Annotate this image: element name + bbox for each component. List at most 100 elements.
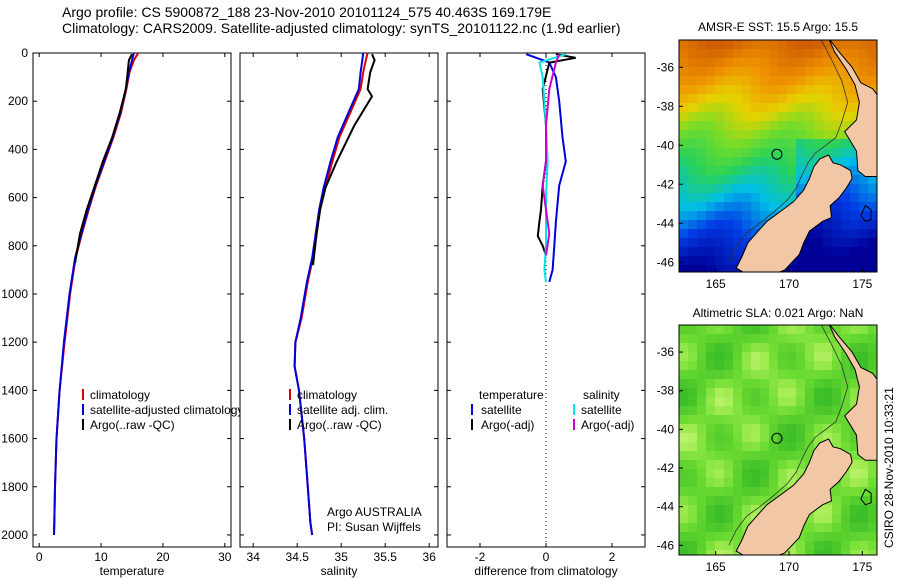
sst-cell — [859, 175, 868, 184]
sla-cell — [823, 397, 832, 406]
sla-cell — [796, 370, 805, 379]
sst-cell — [796, 49, 805, 58]
sla-cell — [760, 379, 769, 388]
sla-cell — [733, 343, 742, 352]
sst-cell — [832, 202, 841, 211]
sla-cell — [805, 406, 814, 415]
sst-cell — [733, 40, 742, 49]
sla-cell — [742, 334, 751, 343]
sla-cell — [769, 379, 778, 388]
sst-cell — [715, 184, 724, 193]
sla-cell — [778, 415, 787, 424]
sla-cell — [733, 451, 742, 460]
sst-cell — [805, 238, 814, 247]
sla-cell — [733, 370, 742, 379]
sst-cell — [850, 220, 859, 229]
sla-cell — [850, 550, 859, 555]
sst-cell — [688, 238, 697, 247]
sst-cell — [706, 193, 715, 202]
sst-cell — [751, 49, 760, 58]
sla-cell — [814, 325, 823, 334]
sst-cell — [850, 238, 859, 247]
sla-cell — [832, 442, 841, 451]
sst-cell — [724, 202, 733, 211]
sla-cell — [733, 460, 742, 469]
depth-tick-label: 2000 — [1, 528, 28, 542]
sst-cell — [796, 112, 805, 121]
sst-cell — [832, 139, 841, 148]
sla-cell — [733, 532, 742, 541]
sst-cell — [688, 40, 697, 49]
sst-cell — [733, 220, 742, 229]
sla-cell — [697, 514, 706, 523]
sla-cell — [859, 469, 868, 478]
sla-cell — [841, 550, 850, 555]
sst-cell — [724, 40, 733, 49]
sst-cell — [832, 220, 841, 229]
sla-cell — [778, 352, 787, 361]
sla-cell — [706, 523, 715, 532]
sla-cell — [850, 451, 859, 460]
sst-cell — [697, 211, 706, 220]
sla-cell — [868, 343, 877, 352]
sst-cell — [841, 247, 850, 256]
sla-cell — [688, 442, 697, 451]
sal-xtick-label: 34 — [247, 550, 261, 564]
sla-cell — [688, 397, 697, 406]
sla-cell — [859, 325, 868, 334]
temp-xtick-label: 20 — [156, 550, 170, 564]
sla-cell — [859, 352, 868, 361]
sst-cell — [724, 193, 733, 202]
sla-cell — [715, 487, 724, 496]
sst-cell — [868, 67, 877, 76]
header-line-1: Argo profile: CS 5900872_188 23-Nov-2010… — [62, 4, 552, 20]
sst-cell — [760, 67, 769, 76]
sla-cell — [778, 343, 787, 352]
sla-north-island — [828, 325, 877, 461]
sst-cell — [868, 211, 877, 220]
sst-cell — [832, 85, 841, 94]
sst-cell — [697, 130, 706, 139]
sst-cell — [697, 229, 706, 238]
sst-cell — [679, 85, 688, 94]
sla-cell — [859, 505, 868, 514]
sst-cell — [787, 94, 796, 103]
sla-cell — [688, 379, 697, 388]
sst-cell — [805, 40, 814, 49]
sst-cell — [796, 58, 805, 67]
temp-xtick-label: 10 — [94, 550, 108, 564]
sla-cell — [724, 388, 733, 397]
sst-cell — [814, 265, 823, 272]
sla-cell — [850, 433, 859, 442]
sla-cell — [715, 532, 724, 541]
sst-cell — [769, 157, 778, 166]
sal-series-satellite-adj-clim- — [293, 53, 365, 536]
sla-lat-tick-label: -40 — [657, 422, 675, 436]
sla-cell — [751, 415, 760, 424]
sst-cell — [850, 175, 859, 184]
sst-cell — [760, 193, 769, 202]
sla-cell — [859, 478, 868, 487]
sla-cell — [724, 415, 733, 424]
sst-cell — [706, 265, 715, 272]
sla-cell — [823, 550, 832, 555]
sst-cell — [787, 193, 796, 202]
sla-cell — [850, 442, 859, 451]
sst-cell — [841, 202, 850, 211]
sst-cell — [769, 139, 778, 148]
sst-cell — [697, 112, 706, 121]
sla-cell — [706, 352, 715, 361]
sst-cell — [751, 202, 760, 211]
sla-cell — [697, 406, 706, 415]
sst-cell — [805, 76, 814, 85]
sla-cell — [859, 541, 868, 550]
sla-cell — [688, 433, 697, 442]
sst-cell — [724, 85, 733, 94]
sst-cell — [679, 94, 688, 103]
sst-cell — [679, 121, 688, 130]
sla-cell — [850, 370, 859, 379]
sst-cell — [787, 40, 796, 49]
sst-cell — [859, 220, 868, 229]
sst-cell — [841, 139, 850, 148]
